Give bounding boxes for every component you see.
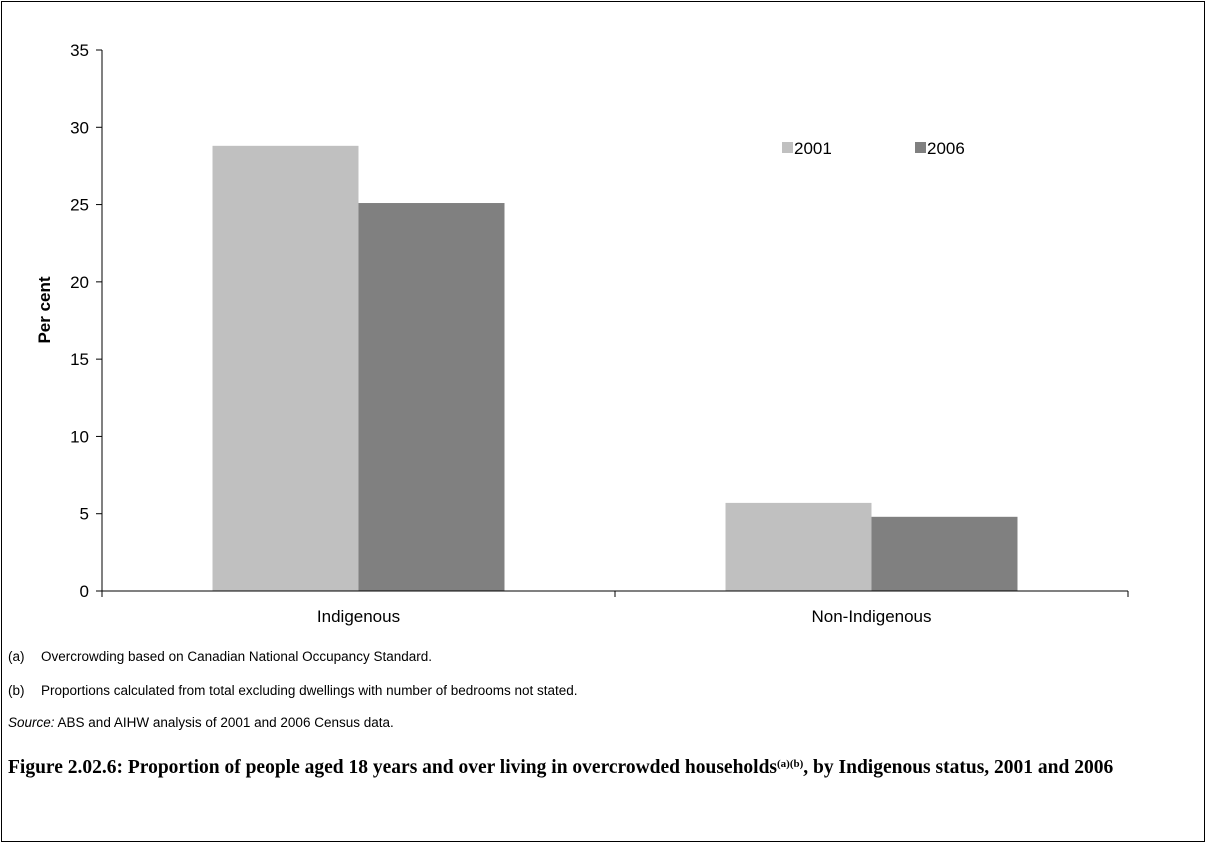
- bar-non-indigenous-2001: [725, 502, 872, 591]
- bars: [212, 145, 1018, 592]
- source-label: Source:: [8, 715, 55, 730]
- figure-caption: Figure 2.02.6: Proportion of people aged…: [8, 756, 1198, 780]
- y-tick-label-30: 30: [70, 118, 89, 137]
- bar-non-indigenous-2006: [871, 516, 1018, 591]
- footnote-a-mark: (a): [8, 649, 25, 664]
- y-axis-ticks: 0 5 10 15 20 25 30 35: [70, 41, 102, 601]
- source-text: ABS and AIHW analysis of 2001 and 2006 C…: [54, 715, 394, 730]
- y-tick-label-20: 20: [70, 273, 89, 292]
- footnote-b-mark: (b): [8, 683, 25, 698]
- source-note: Source: ABS and AIHW analysis of 2001 an…: [8, 715, 394, 730]
- legend: 2001 2006: [782, 139, 965, 158]
- y-tick-label-35: 35: [70, 41, 89, 60]
- y-tick-label-10: 10: [70, 427, 89, 446]
- y-tick-label-5: 5: [80, 505, 89, 524]
- x-label-non-indigenous: Non-Indigenous: [811, 607, 931, 626]
- footnote-a-text: Overcrowding based on Canadian National …: [41, 649, 432, 664]
- axes: [101, 50, 1129, 597]
- caption-superscript: (a)(b): [777, 758, 804, 770]
- footnote-b-text: Proportions calculated from total exclud…: [41, 683, 578, 698]
- y-axis-label: Per cent: [35, 276, 54, 343]
- footnote-b: (b) Proportions calculated from total exc…: [8, 683, 578, 698]
- footnote-a: (a) Overcrowding based on Canadian Nation…: [8, 649, 432, 664]
- legend-swatch-2001: [782, 142, 793, 153]
- bar-indigenous-2001: [212, 145, 359, 591]
- x-axis-labels: Indigenous Non-Indigenous: [317, 607, 932, 626]
- legend-swatch-2006: [915, 142, 926, 153]
- legend-label-2006: 2006: [927, 139, 965, 158]
- y-tick-label-0: 0: [80, 582, 89, 601]
- y-tick-label-25: 25: [70, 196, 89, 215]
- y-tick-label-15: 15: [70, 350, 89, 369]
- legend-label-2001: 2001: [794, 139, 832, 158]
- caption-main: Figure 2.02.6: Proportion of people aged…: [8, 757, 778, 778]
- caption-tail: , by Indigenous status, 2001 and 2006: [803, 757, 1114, 778]
- bar-indigenous-2006: [358, 203, 505, 592]
- x-label-indigenous: Indigenous: [317, 607, 400, 626]
